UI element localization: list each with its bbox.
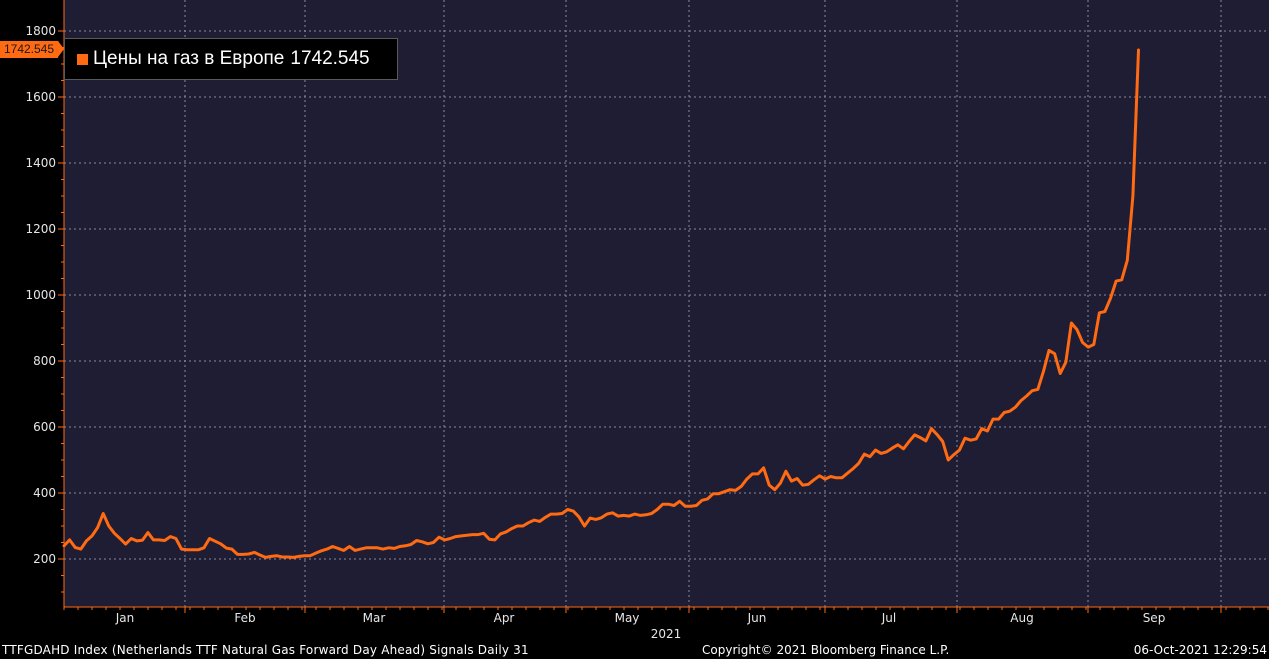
plot-background [64, 0, 1269, 607]
y-tick-label-1200: 1200 [25, 222, 56, 236]
x-tick-label-jan: Jan [115, 611, 135, 625]
x-tick-label-mar: Mar [363, 611, 386, 625]
y-tick-label-1000: 1000 [25, 288, 56, 302]
x-tick-label-sep: Sep [1143, 611, 1166, 625]
x-tick-label-may: May [615, 611, 640, 625]
y-tick-label-1800: 1800 [25, 24, 56, 38]
x-tick-label-aug: Aug [1010, 611, 1033, 625]
legend-value: 1742.545 [290, 48, 370, 69]
x-tick-label-feb: Feb [234, 611, 255, 625]
chart-footer: TTFGDAHD Index (Netherlands TTF Natural … [0, 641, 1269, 659]
footer-copyright: Copyright© 2021 Bloomberg Finance L.P. [702, 643, 950, 657]
last-value-tag-arrow [58, 41, 64, 57]
y-tick-label-1400: 1400 [25, 156, 56, 170]
last-value-tag-text: 1742.545 [3, 42, 55, 56]
x-tick-label-jun: Jun [747, 611, 767, 625]
x-year-label: 2021 [651, 627, 682, 641]
footer-timestamp: 06-Oct-2021 12:29:54 [1133, 643, 1267, 657]
footer-ticker-description: TTFGDAHD Index (Netherlands TTF Natural … [2, 643, 529, 657]
legend-swatch [77, 53, 88, 65]
y-tick-label-600: 600 [33, 420, 56, 434]
gas-price-chart: 200 400 600 800 1000 1200 1400 1600 1800 Jan Feb Ma… [25, 0, 1269, 641]
series-line-gas-price [62, 48, 1140, 559]
y-tick-label-400: 400 [33, 486, 56, 500]
last-value-tag-bg [0, 41, 58, 58]
y-tick-label-800: 800 [33, 354, 56, 368]
y-tick-label-1600: 1600 [25, 90, 56, 104]
last-value-tag: 1742.545 [0, 41, 64, 58]
legend-label: Цены на газ в Европе [93, 48, 285, 69]
chart-legend: Цены на газ в Европе 1742.545 [64, 38, 398, 80]
x-tick-label-apr: Apr [494, 611, 515, 625]
y-tick-label-200: 200 [33, 552, 56, 566]
x-tick-label-jul: Jul [881, 611, 896, 625]
